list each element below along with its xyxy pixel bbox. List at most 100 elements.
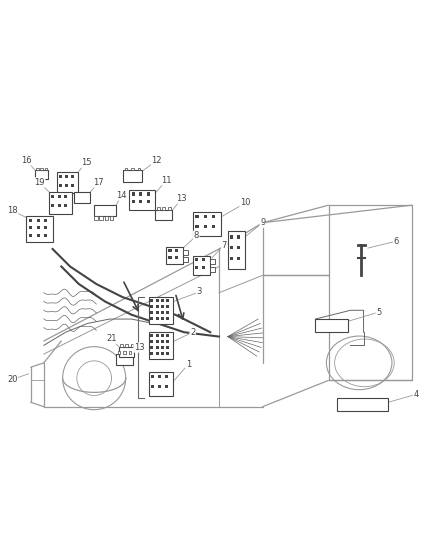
Bar bbox=[166, 247, 183, 264]
Bar bbox=[138, 167, 140, 170]
Bar bbox=[29, 233, 32, 237]
Bar bbox=[150, 340, 153, 343]
Bar bbox=[166, 352, 170, 355]
Bar bbox=[161, 317, 164, 320]
Text: 6: 6 bbox=[394, 237, 399, 246]
Bar bbox=[155, 334, 159, 337]
Bar bbox=[237, 257, 240, 260]
Bar bbox=[26, 216, 53, 243]
Bar bbox=[183, 257, 188, 262]
Bar bbox=[204, 225, 207, 228]
Text: 4: 4 bbox=[413, 390, 419, 399]
Bar bbox=[166, 311, 170, 314]
Bar bbox=[315, 319, 348, 332]
Bar bbox=[110, 216, 113, 220]
Bar bbox=[129, 190, 155, 209]
Bar bbox=[168, 207, 171, 209]
Text: 13: 13 bbox=[177, 194, 187, 203]
Text: 10: 10 bbox=[240, 198, 251, 207]
Text: 3: 3 bbox=[197, 287, 202, 296]
Bar bbox=[131, 167, 134, 170]
Bar bbox=[119, 347, 134, 357]
Bar bbox=[59, 175, 62, 178]
Bar bbox=[151, 385, 154, 388]
Bar bbox=[94, 216, 98, 220]
Bar bbox=[57, 204, 60, 207]
Text: 5: 5 bbox=[376, 308, 381, 317]
Bar bbox=[150, 299, 153, 302]
Bar bbox=[147, 192, 150, 196]
Bar bbox=[105, 216, 108, 220]
Bar bbox=[65, 184, 68, 187]
Bar bbox=[125, 167, 127, 170]
Bar bbox=[123, 351, 126, 354]
Bar bbox=[150, 317, 153, 320]
Bar bbox=[150, 311, 153, 314]
Text: 16: 16 bbox=[21, 156, 32, 165]
Bar bbox=[175, 249, 178, 252]
Bar bbox=[99, 216, 103, 220]
Bar bbox=[49, 192, 72, 214]
Bar bbox=[155, 340, 159, 343]
Bar bbox=[161, 334, 164, 337]
Bar bbox=[132, 192, 135, 196]
Bar bbox=[166, 340, 170, 343]
Text: 13: 13 bbox=[134, 343, 145, 352]
Bar bbox=[149, 372, 173, 395]
Bar bbox=[230, 236, 233, 239]
Bar bbox=[37, 226, 40, 229]
Bar bbox=[166, 299, 170, 302]
Bar bbox=[169, 256, 172, 259]
Bar bbox=[155, 311, 159, 314]
Bar bbox=[158, 385, 161, 388]
Bar bbox=[64, 195, 67, 198]
Bar bbox=[162, 207, 165, 209]
Bar bbox=[237, 236, 240, 239]
Bar bbox=[155, 209, 172, 220]
Bar bbox=[183, 251, 188, 255]
Bar bbox=[57, 172, 78, 193]
Bar bbox=[150, 346, 153, 349]
Bar bbox=[120, 344, 123, 347]
Bar bbox=[193, 255, 210, 275]
Bar bbox=[230, 257, 233, 260]
Bar bbox=[165, 375, 168, 378]
Bar bbox=[212, 225, 215, 228]
Bar bbox=[161, 352, 164, 355]
Bar bbox=[150, 352, 153, 355]
Text: 8: 8 bbox=[194, 231, 199, 240]
Text: 11: 11 bbox=[161, 176, 172, 185]
Bar bbox=[161, 346, 164, 349]
Bar bbox=[337, 398, 388, 411]
Bar bbox=[195, 225, 198, 228]
Bar bbox=[150, 334, 153, 337]
Bar bbox=[195, 258, 198, 261]
Bar bbox=[29, 226, 32, 229]
Bar bbox=[131, 344, 133, 347]
Bar bbox=[157, 207, 159, 209]
Bar bbox=[149, 332, 173, 359]
Bar bbox=[161, 305, 164, 308]
Bar bbox=[158, 375, 161, 378]
Bar bbox=[175, 256, 178, 259]
Bar bbox=[161, 340, 164, 343]
Bar bbox=[155, 346, 159, 349]
Text: 1: 1 bbox=[186, 360, 191, 369]
Bar bbox=[139, 192, 142, 196]
Bar bbox=[64, 204, 67, 207]
Bar bbox=[59, 184, 62, 187]
Text: 19: 19 bbox=[34, 178, 45, 187]
Bar bbox=[51, 195, 54, 198]
Bar bbox=[151, 375, 154, 378]
Text: 12: 12 bbox=[152, 156, 162, 165]
Bar bbox=[228, 231, 245, 269]
Bar bbox=[202, 266, 205, 269]
Bar bbox=[44, 219, 47, 222]
Bar bbox=[125, 344, 128, 347]
Bar bbox=[166, 346, 170, 349]
Bar bbox=[165, 385, 168, 388]
Text: 2: 2 bbox=[190, 328, 195, 337]
Bar bbox=[150, 305, 153, 308]
Bar bbox=[45, 167, 47, 170]
Bar bbox=[40, 167, 43, 170]
